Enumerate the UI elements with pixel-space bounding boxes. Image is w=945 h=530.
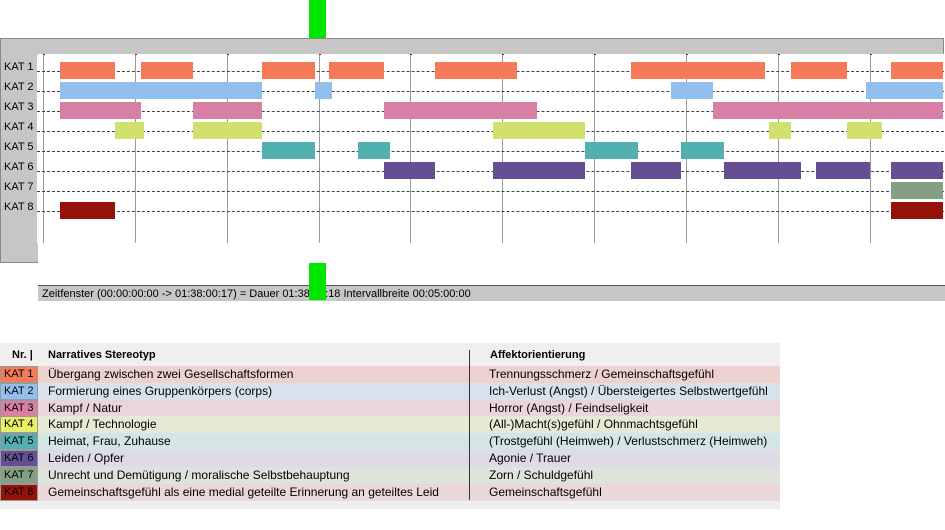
affect-cell: Zorn / Schuldgefühl	[489, 467, 594, 482]
stereotype-cell: Formierung eines Gruppenkörpers (corps)	[48, 383, 273, 398]
interval-bar-kat-1[interactable]	[434, 62, 518, 79]
row-label: KAT 1	[4, 61, 34, 73]
interval-bar-kat-1[interactable]	[140, 62, 193, 79]
interval-bar-kat-1[interactable]	[630, 62, 766, 79]
grid-line	[134, 55, 136, 243]
row-label: KAT 2	[4, 81, 34, 93]
interval-bar-kat-3[interactable]	[59, 102, 141, 119]
interval-bar-kat-1[interactable]	[329, 62, 385, 79]
row-baseline	[37, 191, 944, 192]
interval-bar-kat-5[interactable]	[358, 142, 391, 159]
interval-bar-kat-6[interactable]	[493, 162, 585, 179]
interval-bar-kat-8[interactable]	[59, 202, 115, 219]
affect-cell: Gemeinschaftsgefühl	[489, 484, 602, 499]
legend-row: KAT 6 Leiden / Opfer Agonie / Trauer	[0, 450, 780, 467]
legend-row: KAT 3 Kampf / Natur Horror (Angst) / Feind…	[0, 399, 780, 417]
stereotype-cell: Kampf / Technologie	[48, 417, 157, 432]
interval-bar-kat-4[interactable]	[114, 122, 145, 139]
interval-bar-kat-2[interactable]	[315, 82, 333, 99]
playhead-marker-bottom[interactable]	[309, 263, 326, 300]
interval-bar-kat-8[interactable]	[890, 202, 943, 219]
legend-row: KAT 2 Formierung eines Gruppenkörpers (co…	[0, 382, 780, 400]
column-divider	[469, 350, 470, 500]
interval-bar-kat-6[interactable]	[724, 162, 801, 179]
row-baseline	[37, 91, 944, 92]
stereotype-cell: Kampf / Natur	[48, 400, 123, 415]
row-baseline	[37, 131, 944, 132]
interval-bar-kat-5[interactable]	[584, 142, 639, 159]
interval-bar-kat-2[interactable]	[670, 82, 714, 99]
affect-cell: (All-)Macht(s)gefühl / Ohnmachtsgefühl	[489, 417, 698, 432]
interval-bar-kat-6[interactable]	[630, 162, 682, 179]
interval-bar-kat-7[interactable]	[890, 182, 943, 199]
row-baseline	[37, 171, 944, 172]
interval-bar-kat-2[interactable]	[866, 82, 943, 99]
interval-bar-kat-4[interactable]	[768, 122, 792, 139]
interval-bar-kat-6[interactable]	[815, 162, 870, 179]
row-label: KAT 4	[4, 121, 34, 133]
interval-bar-kat-4[interactable]	[846, 122, 882, 139]
category-swatch: KAT 3	[0, 399, 38, 417]
legend-row: KAT 1 Übergang zwischen zwei Gesellschaft…	[0, 366, 780, 383]
category-swatch: KAT 7	[0, 466, 38, 484]
category-swatch: KAT 6	[0, 450, 38, 467]
category-swatch: KAT 4	[0, 416, 38, 434]
row-label: KAT 8	[4, 201, 34, 213]
stereotype-cell: Heimat, Frau, Zuhause	[48, 434, 171, 449]
legend-row: KAT 4 Kampf / Technologie (All-)Macht(s)ge…	[0, 416, 780, 434]
status-bar: Zeitfenster (00:00:00:00 -> 01:38:00:17)…	[38, 285, 945, 301]
grid-line	[226, 55, 228, 243]
grid-line	[410, 55, 412, 243]
interval-bar-kat-1[interactable]	[261, 62, 316, 79]
affect-cell: Ich-Verlust (Angst) / Übersteigertes Sel…	[489, 383, 768, 398]
legend-row: KAT 7 Unrecht und Demütigung / moralische…	[0, 466, 780, 484]
category-swatch: KAT 8	[0, 483, 38, 501]
timeline-plot[interactable]	[37, 55, 944, 243]
affect-cell: Agonie / Trauer	[489, 451, 572, 465]
stereotype-cell: Leiden / Opfer	[48, 451, 125, 465]
interval-bar-kat-1[interactable]	[59, 62, 115, 79]
interval-bar-kat-3[interactable]	[384, 102, 538, 119]
grid-line	[777, 55, 779, 243]
interval-bar-kat-4[interactable]	[493, 122, 585, 139]
stereotype-cell: Gemeinschaftsgefühl als eine medial gete…	[48, 484, 439, 499]
legend-row: KAT 8 Gemeinschaftsgefühl als eine medial…	[0, 483, 780, 501]
row-label: KAT 3	[4, 101, 34, 113]
stereotype-cell: Unrecht und Demütigung / moralische Selb…	[48, 467, 350, 482]
category-swatch: KAT 1	[0, 366, 38, 383]
interval-bar-kat-4[interactable]	[193, 122, 262, 139]
grid-line	[318, 55, 320, 243]
header-affect: Affektorientierung	[490, 349, 586, 361]
row-label: KAT 6	[4, 161, 34, 173]
header-stereotype: Narratives Stereotyp	[48, 349, 156, 361]
stereotype-cell: Übergang zwischen zwei Gesellschaftsform…	[48, 367, 294, 381]
row-baseline	[37, 211, 944, 212]
interval-bar-kat-5[interactable]	[681, 142, 725, 159]
row-label: KAT 5	[4, 141, 34, 153]
affect-cell: Trennungsschmerz / Gemeinschaftsgefühl	[489, 367, 714, 381]
interval-bar-kat-3[interactable]	[713, 102, 943, 119]
row-baseline	[37, 151, 944, 152]
grid-line	[869, 55, 871, 243]
interval-bar-kat-3[interactable]	[193, 102, 262, 119]
header-nr: Nr. |	[12, 349, 33, 361]
category-swatch: KAT 2	[0, 382, 38, 400]
category-swatch: KAT 5	[0, 433, 38, 451]
interval-bar-kat-6[interactable]	[384, 162, 435, 179]
affect-cell: (Trostgefühl (Heimweh) / Verlustschmerz …	[489, 434, 768, 449]
interval-bar-kat-6[interactable]	[890, 162, 943, 179]
interval-bar-kat-2[interactable]	[59, 82, 262, 99]
category-legend-table: Nr. | Narratives Stereotyp Affektorienti…	[0, 343, 780, 509]
affect-cell: Horror (Angst) / Feindseligkeit	[489, 400, 649, 415]
playhead-marker-top[interactable]	[309, 0, 326, 38]
grid-line	[502, 55, 504, 243]
interval-bar-kat-5[interactable]	[261, 142, 316, 159]
row-label: KAT 7	[4, 181, 34, 193]
interval-bar-kat-1[interactable]	[890, 62, 943, 79]
interval-bar-kat-1[interactable]	[791, 62, 847, 79]
grid-line	[43, 55, 44, 243]
legend-row: KAT 5 Heimat, Frau, Zuhause (Trostgefühl (…	[0, 433, 780, 451]
